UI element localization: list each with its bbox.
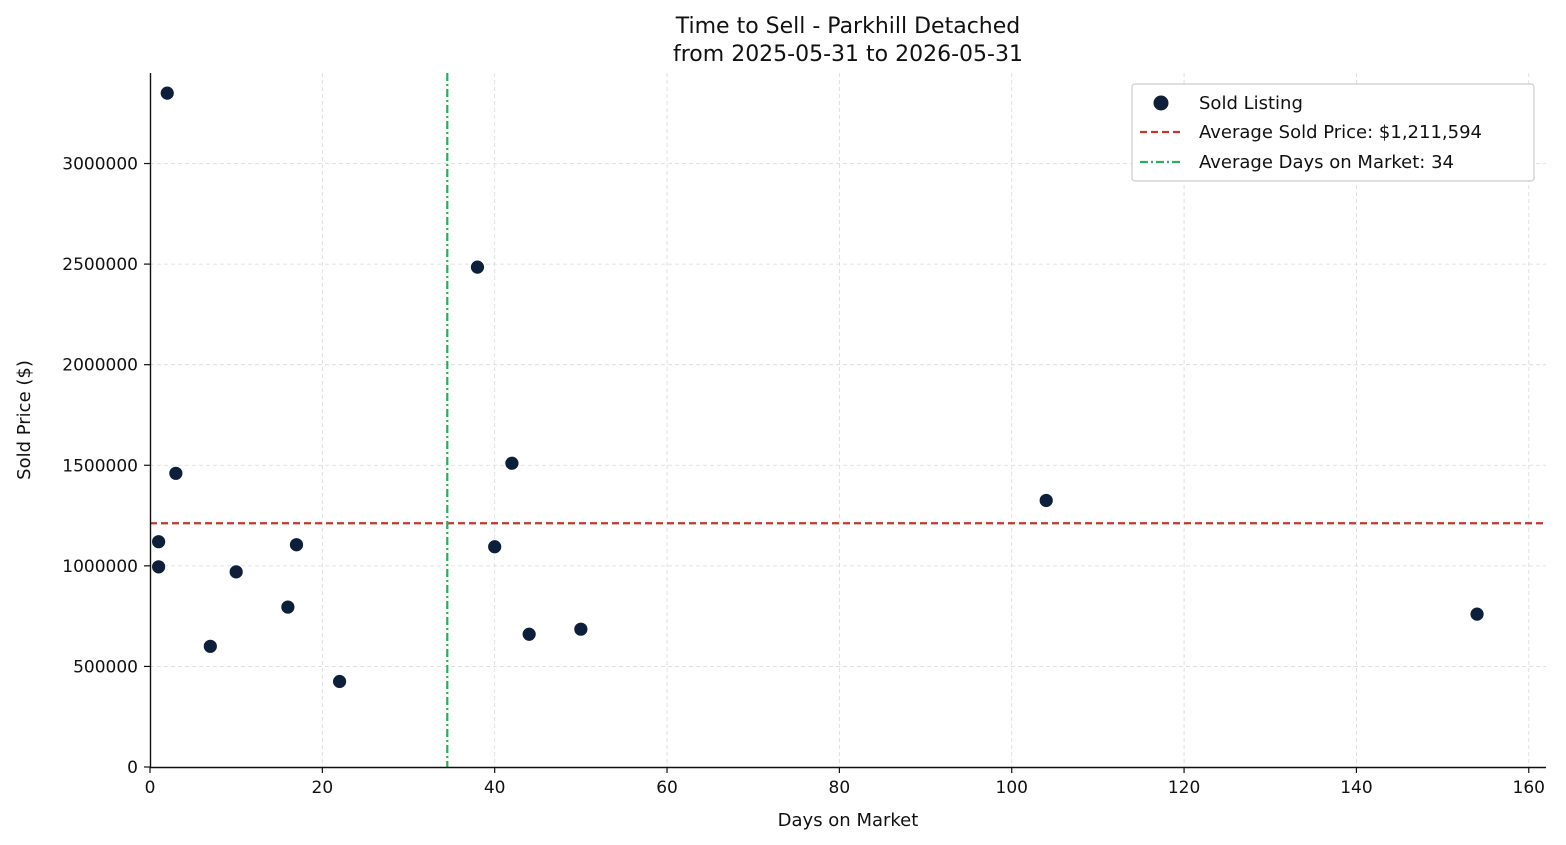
x-tick-label: 120 [1168,778,1200,798]
y-tick-label: 2500000 [62,255,138,275]
x-tick-label: 0 [145,778,156,798]
x-tick-label: 60 [656,778,678,798]
legend-label-average-days: Average Days on Market: 34 [1199,152,1454,173]
scatter-point [159,85,175,101]
x-tick-label: 100 [996,778,1028,798]
y-tick-label: 1000000 [62,557,138,577]
data-points [151,85,1485,689]
y-tick-label: 1500000 [62,456,138,476]
scatter-point [280,599,296,615]
scatter-point [1469,606,1485,622]
reference-lines [150,73,1546,767]
scatter-point [228,564,244,580]
legend-marker-sold-listing [1153,95,1169,111]
y-axis-ticks: 0 500000 1000000 1500000 2000000 2500000 30000… [62,155,150,778]
scatter-point [504,455,520,471]
scatter-point [168,465,184,481]
scatter-point [487,539,503,555]
x-tick-label: 140 [1340,778,1372,798]
x-tick-label: 40 [484,778,506,798]
chart-title: Time to Sell - Parkhill Detached [675,14,1021,39]
grid-lines [150,73,1546,767]
scatter-point [202,638,218,654]
scatter-point [151,559,167,575]
y-tick-label: 2000000 [62,356,138,376]
x-tick-label: 20 [312,778,334,798]
scatter-point [289,537,304,553]
y-axis-label: Sold Price ($) [14,360,35,480]
legend: Sold Listing Average Sold Price: $1,211,… [1131,83,1535,182]
y-tick-label: 500000 [73,657,138,677]
scatter-point [573,621,589,637]
legend-label-sold-listing: Sold Listing [1199,93,1303,114]
legend-label-average-price: Average Sold Price: $1,211,594 [1199,122,1482,143]
scatter-point [1038,493,1054,508]
scatter-point [151,534,167,550]
scatter-point [521,626,537,642]
x-tick-label: 80 [829,778,851,798]
chart-subtitle: from 2025-05-31 to 2026-05-31 [673,42,1023,67]
x-axis-ticks: 0 20 40 60 80 100 120 140 160 [145,767,1545,798]
legend-box [1131,83,1535,182]
y-tick-label: 0 [127,758,138,778]
x-axis-label: Days on Market [778,810,919,831]
scatter-point [470,259,485,275]
x-tick-label: 160 [1513,778,1545,798]
scatter-point [332,674,347,689]
y-tick-label: 3000000 [62,155,138,175]
